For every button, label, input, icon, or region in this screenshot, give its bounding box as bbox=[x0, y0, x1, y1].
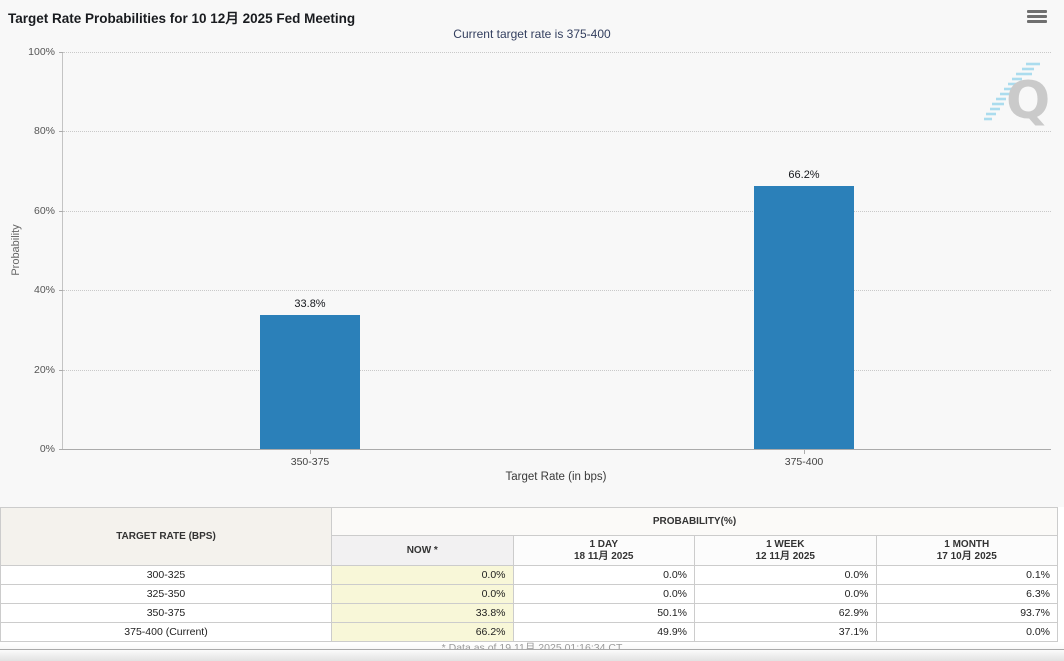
now-probability-cell: 33.8% bbox=[331, 603, 514, 623]
x-tick-label: 375-400 bbox=[784, 456, 824, 468]
x-tick-label: 350-375 bbox=[290, 456, 330, 468]
page-title: Target Rate Probabilities for 10 12月 202… bbox=[8, 11, 356, 26]
table-row: 350-375 33.8% 50.1% 62.9% 93.7% bbox=[0, 603, 1058, 623]
gridline bbox=[63, 210, 1051, 212]
menu-bar bbox=[1027, 20, 1047, 23]
one-month-date: 17 10月 2025 bbox=[936, 550, 997, 562]
one-day-probability-cell: 0.0% bbox=[512, 565, 695, 585]
now-probability-cell: 66.2% bbox=[331, 622, 514, 642]
x-tick bbox=[310, 450, 311, 454]
one-day-date: 18 11月 2025 bbox=[574, 550, 634, 562]
y-tick-label: 60% bbox=[33, 204, 55, 217]
svg-text:Q: Q bbox=[1006, 71, 1050, 130]
quikstrike-watermark-icon: Q bbox=[984, 62, 1050, 130]
y-tick-label: 80% bbox=[33, 125, 55, 138]
one-month-column-header: 1 MONTH 17 10月 2025 bbox=[875, 535, 1058, 566]
one-week-label: 1 WEEK bbox=[766, 538, 805, 550]
one-week-probability-cell: 37.1% bbox=[694, 622, 877, 642]
gridline bbox=[63, 369, 1051, 371]
x-axis-line bbox=[63, 449, 1051, 450]
target-rate-cell: 325-350 bbox=[0, 584, 332, 604]
target-rate-column-header: TARGET RATE (BPS) bbox=[0, 507, 332, 566]
one-week-column-header: 1 WEEK 12 11月 2025 bbox=[694, 535, 877, 566]
probability-table: TARGET RATE (BPS) PROBABILITY(%) NOW * 1… bbox=[0, 507, 1058, 642]
table-row: 300-325 0.0% 0.0% 0.0% 0.1% bbox=[0, 565, 1058, 585]
y-tick-label: 20% bbox=[33, 363, 55, 376]
chart-bar-375-400 bbox=[754, 186, 854, 449]
target-rate-cell: 350-375 bbox=[0, 603, 332, 623]
one-month-probability-cell: 0.0% bbox=[875, 622, 1058, 642]
current-target-rate-label: Current target rate is 375-400 bbox=[453, 27, 611, 41]
bar-value-label: 66.2% bbox=[788, 169, 820, 182]
menu-bar bbox=[1027, 10, 1047, 13]
one-month-probability-cell: 93.7% bbox=[875, 603, 1058, 623]
y-tick bbox=[59, 131, 63, 133]
chart-bar-350-375 bbox=[260, 314, 360, 449]
y-tick-label: 0% bbox=[39, 443, 55, 455]
y-tick bbox=[59, 52, 63, 53]
target-rate-cell: 300-325 bbox=[0, 565, 332, 585]
one-month-probability-cell: 0.1% bbox=[875, 565, 1058, 585]
footer-bar bbox=[0, 649, 1064, 661]
now-column-header: NOW * bbox=[331, 535, 514, 566]
hamburger-menu-icon[interactable] bbox=[1027, 10, 1047, 24]
one-month-probability-cell: 6.3% bbox=[875, 584, 1058, 604]
one-day-probability-cell: 49.9% bbox=[512, 622, 695, 642]
y-tick bbox=[59, 210, 63, 212]
bar-value-label: 33.8% bbox=[294, 297, 326, 310]
one-day-probability-cell: 0.0% bbox=[512, 584, 695, 604]
now-probability-cell: 0.0% bbox=[331, 565, 514, 585]
chart-section: Target Rate Probabilities for 10 12月 202… bbox=[8, 10, 1051, 483]
now-column-label: NOW * bbox=[406, 544, 438, 556]
y-axis-title: Probability bbox=[10, 224, 22, 276]
gridline bbox=[63, 290, 1051, 292]
x-axis-title: Target Rate (in bps) bbox=[505, 471, 607, 483]
one-week-date: 12 11月 2025 bbox=[755, 550, 816, 562]
one-week-probability-cell: 0.0% bbox=[694, 565, 877, 585]
one-day-label: 1 DAY bbox=[589, 538, 619, 550]
one-month-label: 1 MONTH bbox=[944, 538, 990, 550]
now-probability-cell: 0.0% bbox=[331, 584, 514, 604]
y-tick bbox=[59, 369, 63, 371]
y-tick bbox=[59, 290, 63, 292]
probability-group-header: PROBABILITY(%) bbox=[331, 507, 1058, 536]
target-rate-cell: 375-400 (Current) bbox=[0, 622, 332, 642]
y-tick-label: 40% bbox=[33, 284, 55, 297]
one-day-column-header: 1 DAY 18 11月 2025 bbox=[512, 535, 695, 566]
one-week-probability-cell: 62.9% bbox=[694, 603, 877, 623]
one-day-probability-cell: 50.1% bbox=[512, 603, 695, 623]
menu-bar bbox=[1027, 15, 1047, 18]
bar-chart-plot: 0% 20% 40% 60% 80% 100% 33.8% 350-375 66.2% 375-4… bbox=[28, 46, 1051, 468]
table-row: 325-350 0.0% 0.0% 0.0% 6.3% bbox=[0, 584, 1058, 604]
y-tick bbox=[59, 449, 63, 450]
y-tick-label: 100% bbox=[28, 46, 55, 58]
x-tick bbox=[804, 450, 805, 454]
gridline bbox=[63, 52, 1051, 53]
gridline bbox=[63, 131, 1051, 133]
probability-table-section: TARGET RATE (BPS) PROBABILITY(%) NOW * 1… bbox=[0, 507, 1064, 656]
one-week-probability-cell: 0.0% bbox=[694, 584, 877, 604]
table-row: 375-400 (Current) 66.2% 49.9% 37.1% 0.0% bbox=[0, 622, 1058, 642]
